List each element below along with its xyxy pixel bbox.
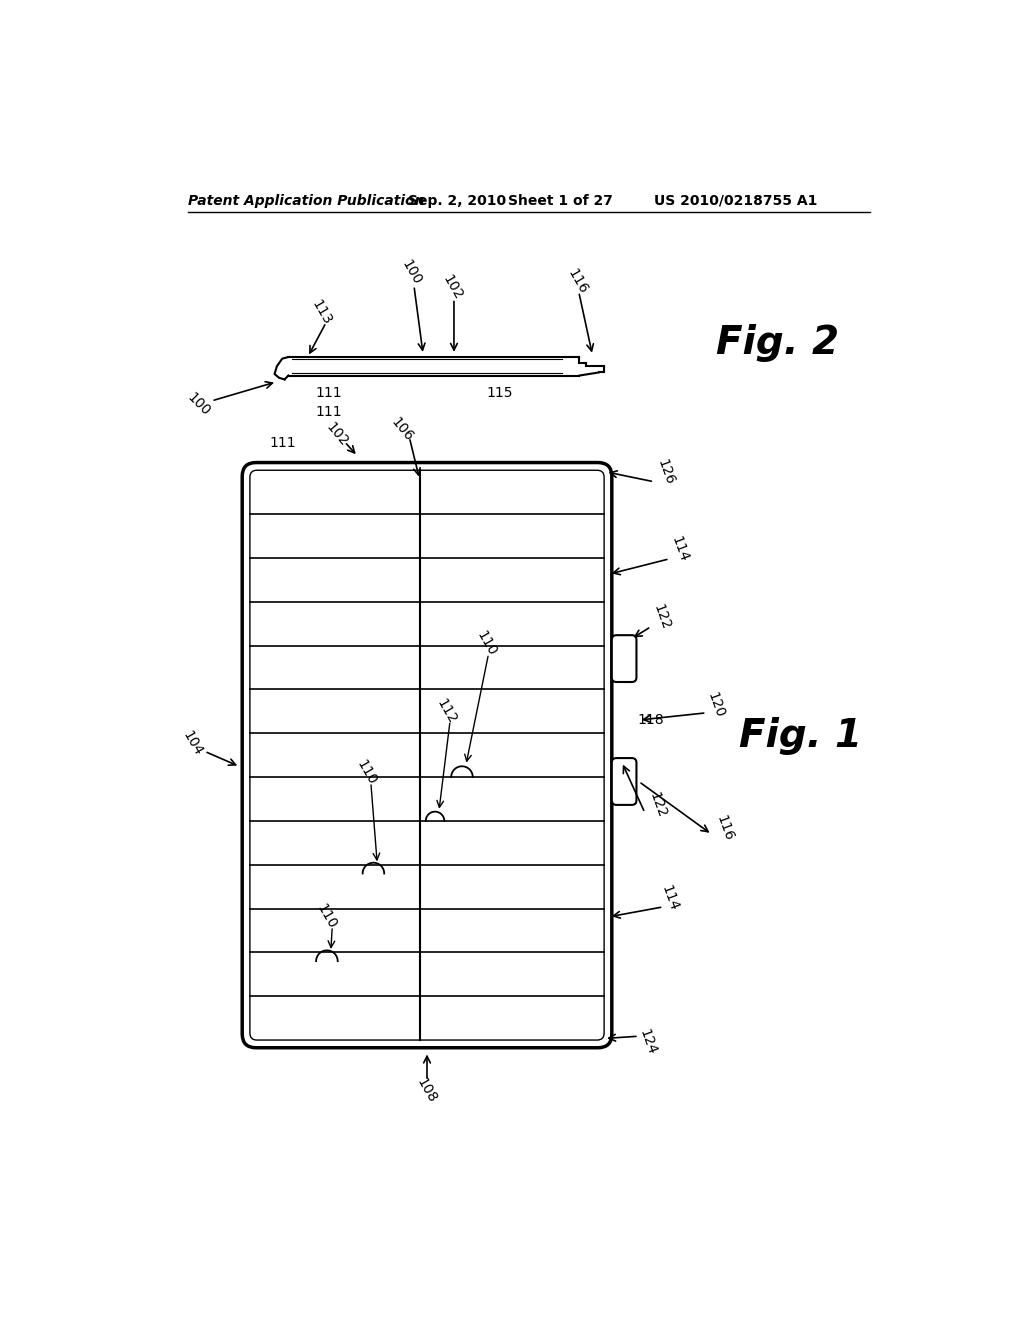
Text: 126: 126 — [654, 458, 677, 487]
Text: 106: 106 — [388, 414, 416, 444]
Text: 111: 111 — [316, 387, 343, 400]
Text: 100: 100 — [399, 257, 424, 288]
Text: 111: 111 — [316, 405, 343, 420]
FancyBboxPatch shape — [243, 462, 611, 1048]
Text: 114: 114 — [658, 883, 681, 912]
Text: 122: 122 — [651, 602, 673, 631]
Text: 115: 115 — [486, 387, 513, 400]
Text: Sep. 2, 2010: Sep. 2, 2010 — [408, 194, 506, 207]
FancyBboxPatch shape — [611, 635, 637, 682]
Text: 124: 124 — [637, 1027, 659, 1057]
Text: 100: 100 — [184, 391, 213, 418]
FancyBboxPatch shape — [611, 758, 637, 805]
Text: 102: 102 — [439, 273, 465, 302]
Text: 110: 110 — [353, 758, 379, 788]
Text: 113: 113 — [309, 297, 334, 327]
Text: 114: 114 — [669, 535, 690, 565]
Text: 110: 110 — [474, 628, 499, 659]
Text: 118: 118 — [637, 713, 664, 727]
Text: Patent Application Publication: Patent Application Publication — [188, 194, 425, 207]
Text: Sheet 1 of 27: Sheet 1 of 27 — [508, 194, 612, 207]
Text: 116: 116 — [714, 813, 736, 843]
Text: 112: 112 — [433, 696, 459, 726]
Text: Fig. 1: Fig. 1 — [739, 717, 862, 755]
Text: 116: 116 — [564, 267, 590, 297]
Text: 104: 104 — [179, 729, 205, 759]
Text: 108: 108 — [415, 1074, 439, 1105]
Text: 102: 102 — [324, 420, 351, 449]
Text: 122: 122 — [646, 791, 669, 820]
Text: US 2010/0218755 A1: US 2010/0218755 A1 — [654, 194, 817, 207]
Text: Fig. 2: Fig. 2 — [716, 325, 839, 362]
Text: 120: 120 — [705, 690, 727, 719]
Text: 111: 111 — [269, 437, 296, 450]
Text: 110: 110 — [314, 902, 340, 932]
